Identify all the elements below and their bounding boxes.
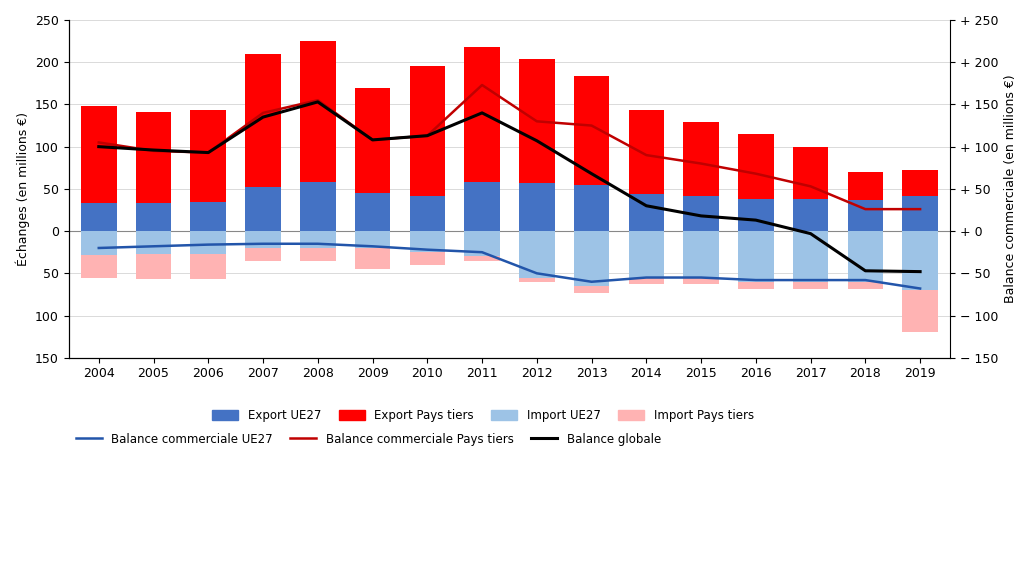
- Bar: [519, 183, 554, 231]
- Bar: [355, 88, 390, 193]
- Bar: [246, 54, 281, 187]
- Bar: [80, 106, 117, 203]
- Bar: [738, 231, 774, 282]
- Bar: [410, 66, 445, 196]
- Y-axis label: Échanges (en millions €): Échanges (en millions €): [15, 112, 30, 266]
- Bar: [410, 196, 445, 231]
- Bar: [902, 170, 938, 196]
- Bar: [464, 256, 499, 261]
- Bar: [191, 231, 226, 254]
- Bar: [80, 255, 117, 278]
- Bar: [410, 231, 445, 252]
- Bar: [847, 200, 883, 231]
- Bar: [793, 147, 829, 199]
- Bar: [793, 282, 829, 288]
- Bar: [683, 278, 719, 284]
- Bar: [300, 231, 335, 248]
- Bar: [574, 286, 609, 293]
- Bar: [683, 197, 719, 231]
- Bar: [300, 182, 335, 231]
- Bar: [246, 187, 281, 231]
- Bar: [80, 231, 117, 255]
- Bar: [847, 231, 883, 282]
- Bar: [355, 193, 390, 231]
- Bar: [628, 231, 665, 278]
- Bar: [246, 248, 281, 261]
- Bar: [683, 122, 719, 197]
- Bar: [519, 59, 554, 183]
- Bar: [683, 231, 719, 278]
- Y-axis label: Balance commerciale (en millions €): Balance commerciale (en millions €): [1004, 75, 1017, 303]
- Bar: [519, 278, 554, 282]
- Bar: [902, 196, 938, 231]
- Bar: [902, 231, 938, 290]
- Bar: [574, 231, 609, 286]
- Bar: [464, 231, 499, 256]
- Bar: [246, 231, 281, 248]
- Bar: [136, 254, 171, 279]
- Bar: [355, 231, 390, 248]
- Bar: [738, 282, 774, 288]
- Bar: [136, 112, 171, 203]
- Bar: [300, 248, 335, 261]
- Bar: [300, 41, 335, 182]
- Legend: Balance commerciale UE27, Balance commerciale Pays tiers, Balance globale: Balance commerciale UE27, Balance commer…: [71, 428, 666, 450]
- Bar: [574, 76, 609, 185]
- Bar: [464, 47, 499, 182]
- Bar: [191, 110, 226, 202]
- Bar: [738, 199, 774, 231]
- Bar: [464, 182, 499, 231]
- Bar: [80, 203, 117, 231]
- Bar: [191, 254, 226, 279]
- Bar: [847, 172, 883, 200]
- Bar: [136, 231, 171, 254]
- Bar: [410, 252, 445, 265]
- Bar: [628, 278, 665, 284]
- Bar: [628, 110, 665, 194]
- Bar: [902, 290, 938, 332]
- Bar: [355, 248, 390, 269]
- Bar: [191, 202, 226, 231]
- Bar: [574, 185, 609, 231]
- Bar: [793, 231, 829, 282]
- Bar: [628, 194, 665, 231]
- Bar: [738, 134, 774, 199]
- Bar: [847, 282, 883, 288]
- Bar: [136, 203, 171, 231]
- Bar: [793, 199, 829, 231]
- Bar: [519, 231, 554, 278]
